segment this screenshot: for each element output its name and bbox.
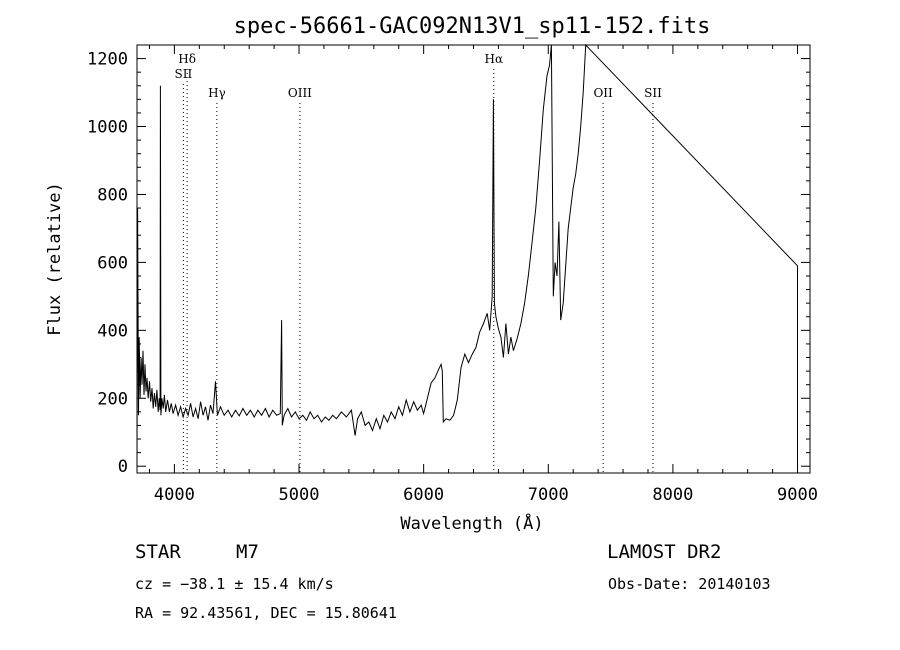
x-axis-label: Wavelength (Å) [400,512,543,534]
object-class: STAR [135,541,181,563]
x-axis: 4000 5000 6000 7000 8000 9000 [148,45,818,505]
spectrum-line [136,43,798,467]
observation-date: Obs-Date: 20140103 [608,575,771,593]
plot-frame [136,44,811,474]
y-tick-label: 800 [97,185,128,205]
coordinates: RA = 92.43561, DEC = 15.80641 [135,604,397,622]
line-label: OIII [288,86,312,100]
x-tick-label: 4000 [154,485,195,505]
y-axis: 0 200 400 600 800 1000 1200 [87,50,810,477]
survey-name: LAMOST DR2 [607,541,722,563]
y-tick-label: 200 [97,389,128,409]
line-label: OII [593,86,613,100]
x-tick-label: 6000 [403,485,444,505]
y-tick-label: 1200 [87,50,128,70]
x-tick-label: 5000 [279,485,320,505]
line-label: SII [644,86,662,100]
x-tick-label: 9000 [777,485,818,505]
object-subclass: M7 [236,541,259,563]
chart-title: spec-56661-GAC092N13V1_sp11-152.fits [234,14,711,39]
line-label: Hδ [178,52,196,66]
y-tick-label: 600 [97,253,128,273]
y-tick-label: 0 [118,457,128,477]
y-tick-label: 400 [97,321,128,341]
redshift-velocity: cz = −38.1 ± 15.4 km/s [135,575,334,593]
line-label: SII [175,67,193,81]
x-tick-label: 8000 [652,485,693,505]
x-tick-label: 7000 [528,485,569,505]
y-axis-label: Flux (relative) [45,182,65,336]
y-tick-label: 1000 [87,118,128,138]
line-label: Hγ [208,86,226,100]
line-label: Hα [485,52,504,66]
